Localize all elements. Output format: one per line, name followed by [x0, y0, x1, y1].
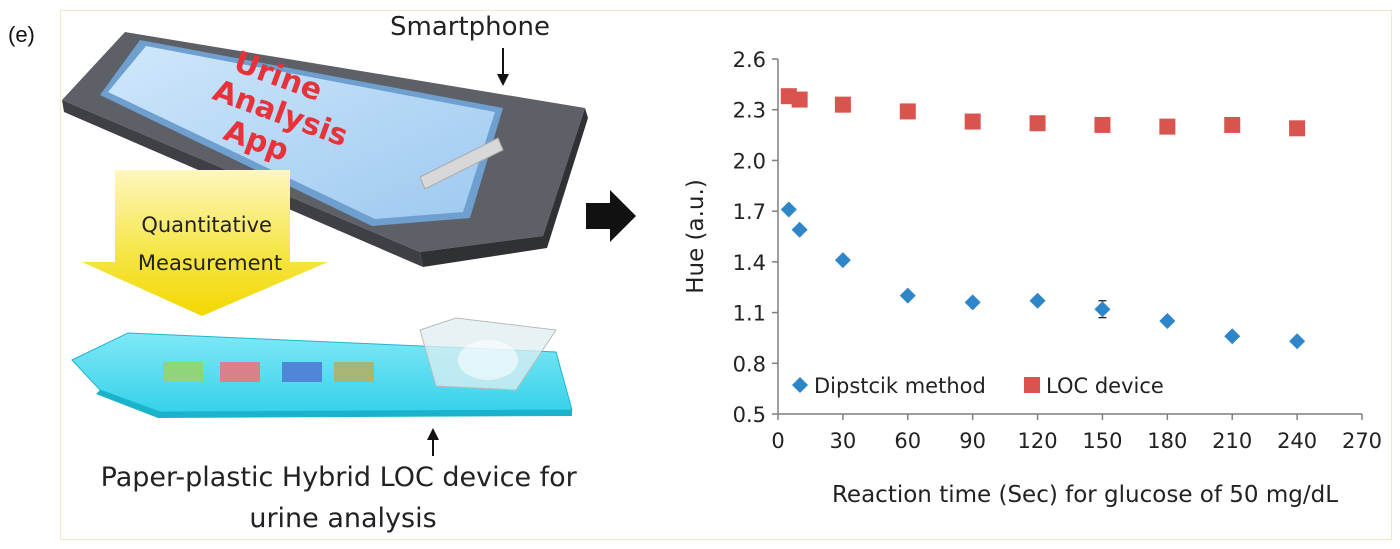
x-tick-label: 240 [1277, 429, 1317, 453]
strip-pad [334, 362, 374, 382]
x-tick-label: 90 [959, 429, 986, 453]
panel-label: (e) [8, 22, 35, 47]
legend-label: LOC device [1046, 374, 1164, 398]
loc-point [1094, 116, 1111, 133]
loc-point [899, 103, 916, 120]
device-caption-line: urine analysis [249, 503, 436, 534]
dipstick-point [1094, 301, 1111, 318]
loc-point [834, 96, 851, 113]
device-pointer-arrow [427, 428, 439, 456]
loc-point [964, 113, 981, 130]
illustration: Urine Analysis App Smartphone Quantitati… [62, 12, 636, 534]
x-tick-label: 210 [1212, 429, 1252, 453]
hue-chart: 2.6 2.3 2.0 1.7 1.4 1.1 0.8 0.50 30 60 90 120 150 180… [683, 48, 1382, 508]
x-tick-label: 150 [1082, 429, 1122, 453]
dipstick-point [899, 287, 916, 304]
x-tick-label: 270 [1342, 429, 1382, 453]
down-arrow-icon [82, 170, 328, 316]
chart-axes: 2.6 2.3 2.0 1.7 1.4 1.1 0.8 0.50 30 60 90 120 150 180… [733, 48, 1382, 453]
loc-point [791, 91, 808, 108]
device-caption-line: Paper-plastic Hybrid LOC device for [101, 462, 578, 493]
chart-marks [780, 88, 1306, 350]
y-tick-label: 2.0 [733, 149, 766, 173]
loc-point [1289, 120, 1306, 137]
x-tick-label: 180 [1147, 429, 1187, 453]
dipstick-point [834, 252, 851, 269]
smartphone-illustration: Urine Analysis App [62, 32, 588, 267]
y-tick-label: 1.1 [733, 302, 766, 326]
x-tick-label: 30 [830, 429, 857, 453]
right-arrow-icon [586, 190, 636, 242]
loc-device-illustration [71, 317, 573, 418]
dipstick-point [1159, 313, 1176, 330]
strip-pad [163, 362, 203, 382]
y-tick-label: 0.8 [733, 352, 766, 376]
dipstick-point [1029, 292, 1046, 309]
x-tick-label: 120 [1018, 429, 1058, 453]
dipstick-point [1289, 333, 1306, 350]
arrow-text-line: Measurement [138, 251, 282, 275]
legend-label: Dipstcik method [814, 374, 986, 398]
legend-marker [1024, 377, 1040, 393]
loc-point [1159, 118, 1176, 135]
svg-text:Urine Analysis App: Urine Analysis App [197, 41, 374, 189]
svg-text:Paper-plastic Hybrid LOC devic: Paper-plastic Hybrid LOC device for urin… [101, 462, 586, 534]
dipstick-point [1224, 328, 1241, 345]
y-tick-label: 2.3 [733, 99, 766, 123]
y-tick-label: 2.6 [733, 48, 766, 72]
smartphone-label: Smartphone [390, 12, 550, 42]
loc-point [1224, 116, 1241, 133]
chart-legend: Dipstcik method LOC device [792, 374, 1164, 398]
y-tick-label: 1.4 [733, 251, 766, 275]
dipstick-point [791, 221, 808, 238]
dipstick-point [780, 201, 797, 218]
arrow-text-line: Quantitative [141, 213, 272, 237]
y-tick-label: 1.7 [733, 200, 766, 224]
strip-pad [220, 362, 260, 382]
y-axis-label: Hue (a.u.) [683, 179, 709, 294]
svg-text:Quantitative Measurement: Quantitative Measurement [138, 213, 282, 275]
smartphone-pointer-arrow [497, 48, 509, 86]
x-tick-label: 0 [771, 429, 784, 453]
dipstick-point [964, 294, 981, 311]
x-tick-label: 60 [894, 429, 921, 453]
legend-marker [792, 377, 808, 393]
y-tick-label: 0.5 [733, 403, 766, 427]
strip-pad [282, 362, 322, 382]
x-axis-label: Reaction time (Sec) for glucose of 50 mg… [832, 482, 1338, 508]
loc-point [1029, 115, 1046, 132]
figure-frame [60, 10, 1392, 540]
